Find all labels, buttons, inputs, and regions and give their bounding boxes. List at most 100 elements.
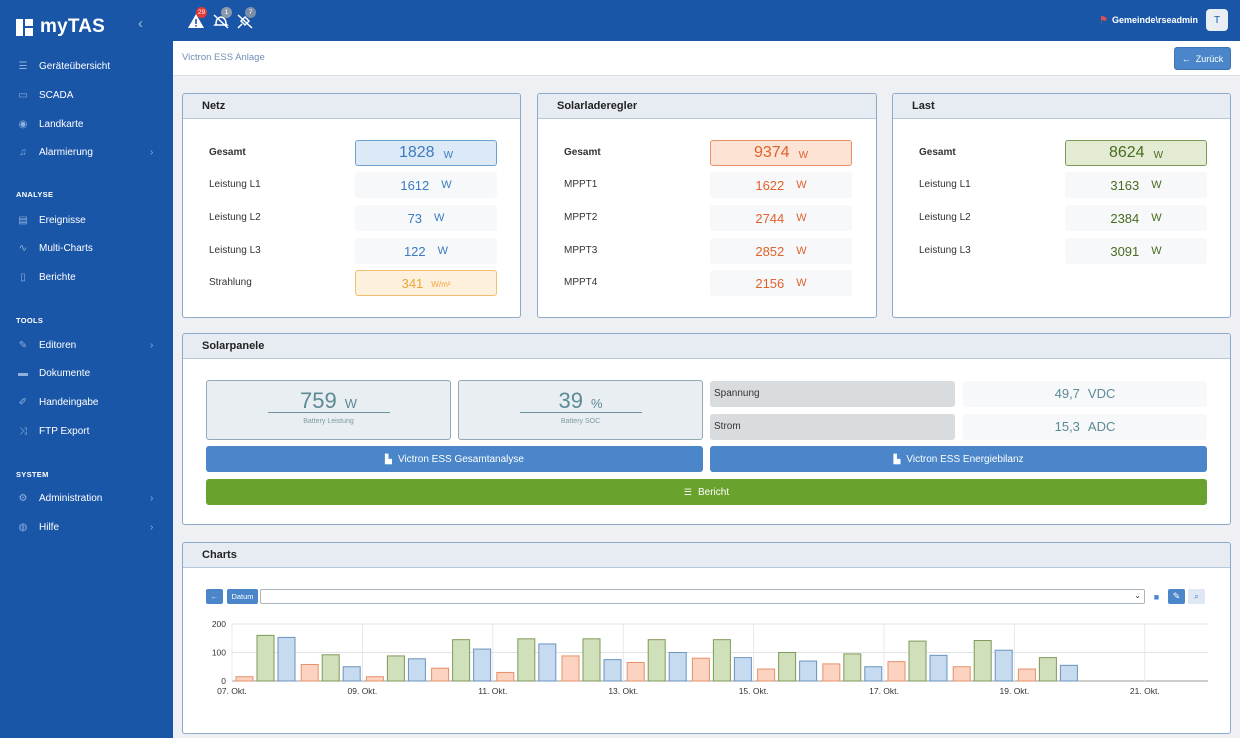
bar: [1017, 668, 1036, 682]
breadcrumb[interactable]: Victron ESS Anlage: [182, 52, 265, 63]
chart-toolbar: ← Datum ⌄ ■ ✎ ⌕: [206, 589, 1207, 604]
bar: [952, 666, 971, 682]
brand[interactable]: myTAS: [16, 16, 105, 38]
user-menu[interactable]: ⚑ Gemeinde\rseadmin T: [1099, 8, 1228, 32]
sidebar-item-administration[interactable]: ⚙ Administration ›: [0, 486, 173, 510]
sidebar-item-berichte[interactable]: ▯ Berichte: [0, 265, 173, 289]
bar: [365, 676, 384, 682]
last-value: 2384: [1110, 210, 1140, 226]
date-button[interactable]: Datum: [227, 589, 258, 604]
warning-icon[interactable]: 29: [187, 7, 208, 30]
sidebar-item-ftp-export[interactable]: ⤨ FTP Export: [0, 419, 173, 443]
netz-value: 1612: [400, 177, 430, 193]
sidebar-item-ereignisse[interactable]: ▤ Ereignisse: [0, 208, 173, 232]
bar: [342, 666, 361, 682]
bell-icon: ♫: [19, 146, 27, 158]
battery-power-unit: W: [344, 396, 357, 411]
sidebar-item-editoren[interactable]: ✎ Editoren ›: [0, 333, 173, 357]
zoom-icon[interactable]: ⌕: [1188, 589, 1205, 604]
solarpanels-panel: Solarpanele 759 W Battery Leistung 39% Ba…: [182, 333, 1231, 525]
nav-section-analyse: ANALYSE: [16, 190, 54, 199]
netz-value-box: 341 W/m²: [355, 270, 497, 296]
solar-row-label: MPPT4: [564, 277, 598, 288]
bar: [908, 640, 927, 682]
prev-button[interactable]: ←: [206, 589, 223, 604]
edit-icon: ✎: [18, 339, 28, 351]
solar-unit: W: [796, 277, 807, 289]
last-value-box: 3163 W: [1065, 172, 1207, 198]
arrow-left-icon: ←: [210, 592, 219, 601]
report-button[interactable]: ☰ Bericht: [206, 479, 1207, 505]
last-value: 8624: [1108, 144, 1145, 161]
last-row-label: Leistung L2: [919, 212, 971, 223]
bar: [517, 638, 536, 682]
bar: [582, 638, 601, 682]
file-icon: ▯: [20, 271, 26, 283]
sidebar-item-scada[interactable]: ▭ SCADA: [0, 83, 173, 107]
sidebar-item-dokumente[interactable]: ▬ Dokumente: [0, 361, 173, 385]
sidebar-item-ger-te-bersicht[interactable]: ☰ Geräteübersicht: [0, 54, 173, 78]
last-unit: W: [1151, 245, 1162, 257]
collapse-sidebar-icon[interactable]: ‹: [138, 15, 143, 32]
last-row: Leistung L2 2384 W: [893, 205, 1230, 231]
magic-icon[interactable]: ✎: [1168, 589, 1185, 604]
solar-value: 2852: [755, 243, 785, 259]
sidebar-item-hilfe[interactable]: ◍ Hilfe ›: [0, 515, 173, 539]
netz-row-label: Strahlung: [209, 277, 252, 288]
sidebar-item-label: Editoren: [39, 339, 77, 351]
x-tick-label: 11. Okt.: [478, 686, 507, 696]
sidebar-item-label: Handeingabe: [39, 396, 99, 408]
bar: [538, 643, 557, 682]
chevron-right-icon: ›: [150, 339, 154, 351]
user-status-icon: ⚑: [1098, 14, 1108, 26]
current-value: 15,3 ADC: [963, 414, 1207, 440]
solar-row: MPPT4 2156 W: [538, 270, 876, 296]
bar: [277, 636, 296, 682]
netz-row: Gesamt 1828 W: [183, 140, 520, 166]
bar: [603, 659, 622, 682]
muted-icon[interactable]: 1: [212, 7, 232, 30]
netz-value: 73: [407, 210, 423, 226]
x-tick-label: 19. Okt.: [1000, 686, 1030, 696]
sidebar-item-label: Geräteübersicht: [39, 60, 111, 72]
last-row: Leistung L1 3163 W: [893, 172, 1230, 198]
battery-soc-caption: Battery SOC: [560, 418, 601, 425]
last-row-label: Leistung L1: [919, 179, 971, 190]
analysis-button[interactable]: ▙ Victron ESS Gesamtanalyse: [206, 446, 703, 472]
stop-icon[interactable]: ■: [1153, 591, 1160, 602]
sidebar-item-handeingabe[interactable]: ✐ Handeingabe: [0, 390, 173, 414]
chart-select[interactable]: ⌄: [260, 589, 1145, 604]
current-number: 15,3: [1054, 419, 1080, 434]
bar: [691, 657, 710, 682]
x-tick-label: 17. Okt.: [869, 686, 899, 696]
bar: [561, 655, 580, 682]
sidebar-item-label: Dokumente: [39, 367, 91, 379]
solar-row-label: MPPT2: [564, 212, 598, 223]
plug-off-icon[interactable]: 7: [236, 7, 256, 30]
netz-value-box: 1828 W: [355, 140, 497, 166]
list-icon: ☰: [18, 60, 28, 72]
sidebar-item-label: Ereignisse: [39, 214, 86, 226]
netz-unit: W: [443, 149, 454, 161]
sidebar-item-multi-charts[interactable]: ∿ Multi-Charts: [0, 236, 173, 260]
bar: [452, 639, 471, 682]
solar-unit: W: [796, 179, 807, 191]
last-unit: W: [1151, 212, 1162, 224]
bar: [887, 661, 906, 682]
x-tick-label: 13. Okt.: [608, 686, 638, 696]
solar-value: 2156: [755, 275, 785, 291]
voltage-value: 49,7 VDC: [963, 381, 1207, 407]
sidebar-item-label: Alarmierung: [39, 146, 93, 158]
solar-row: MPPT1 1622 W: [538, 172, 876, 198]
netz-row-label: Leistung L2: [209, 212, 261, 223]
sidebar-item-alarmierung[interactable]: ♫ Alarmierung ›: [0, 140, 173, 164]
netz-panel: Netz Gesamt 1828 W Leistung L1 1612 W Leistung…: [182, 93, 521, 318]
chevron-right-icon: ›: [150, 146, 154, 158]
chevron-right-icon: ›: [150, 492, 154, 504]
balance-button[interactable]: ▙ Victron ESS Energiebilanz: [710, 446, 1207, 472]
sidebar-item-landkarte[interactable]: ◉ Landkarte: [0, 112, 173, 136]
back-button[interactable]: ← Zurück: [1174, 47, 1231, 70]
avatar[interactable]: T: [1206, 9, 1228, 31]
last-value: 3091: [1110, 243, 1140, 259]
current-unit: ADC: [1087, 419, 1116, 434]
